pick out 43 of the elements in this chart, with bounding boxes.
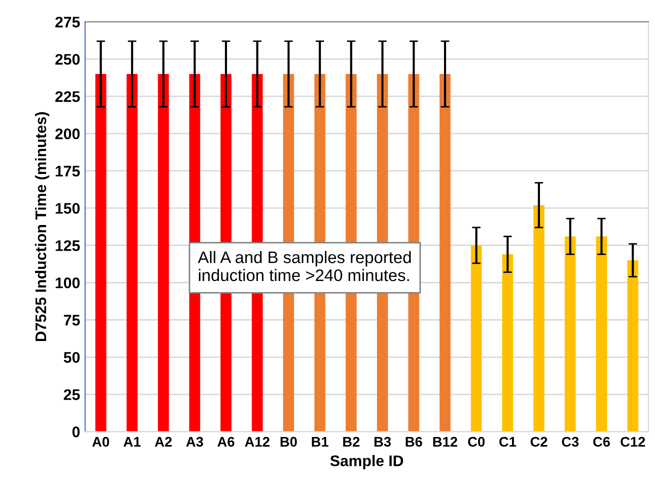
y-tick-label: 175 [56, 166, 80, 177]
y-tick-label: 250 [55, 54, 80, 65]
x-tick-label: B12 [433, 436, 458, 447]
bar [95, 74, 106, 432]
y-tick-label: 125 [56, 240, 80, 252]
x-tick-label: A2 [154, 436, 172, 447]
bar [440, 74, 451, 432]
x-tick-label: C3 [562, 436, 579, 447]
y-tick-label: 150 [56, 202, 80, 214]
bar [502, 254, 514, 432]
y-tick-label: 75 [64, 314, 80, 326]
x-tick-label: B2 [343, 436, 360, 447]
x-tick-label: C12 [620, 436, 645, 447]
y-tick-label: 0 [72, 426, 80, 438]
x-tick-label: A0 [92, 436, 110, 447]
x-axis-title: Sample ID [330, 455, 404, 470]
x-tick-label: A1 [124, 437, 141, 447]
y-tick-label: 50 [64, 352, 80, 363]
y-tick-label: 25 [64, 389, 80, 400]
x-tick-label: B3 [374, 436, 391, 447]
x-tick-label: B0 [280, 436, 297, 447]
bar [470, 245, 482, 432]
bar [533, 205, 544, 432]
bar [564, 236, 576, 432]
x-tick-label: B1 [312, 437, 328, 447]
x-tick-label: C2 [530, 436, 548, 447]
x-tick-label: A3 [186, 436, 204, 447]
bar [596, 236, 607, 432]
x-tick-label: A12 [244, 436, 270, 447]
x-tick-label: A6 [217, 436, 234, 447]
bar [126, 74, 138, 432]
bar [627, 260, 638, 432]
y-tick-label: 275 [55, 16, 80, 28]
y-axis-title: D7525 Induction Time (minutes) [35, 112, 50, 342]
y-tick-label: 225 [55, 91, 80, 102]
x-tick-label: C6 [593, 436, 610, 447]
x-tick-label: C0 [468, 436, 485, 447]
y-tick-label: 200 [55, 128, 80, 140]
x-tick-label: C1 [499, 436, 516, 447]
bar [158, 74, 169, 432]
y-tick-label: 100 [56, 277, 80, 288]
annotation: All A and B samples reported induction time >240 minutes. [198, 250, 411, 282]
x-tick-label: B6 [406, 436, 422, 447]
